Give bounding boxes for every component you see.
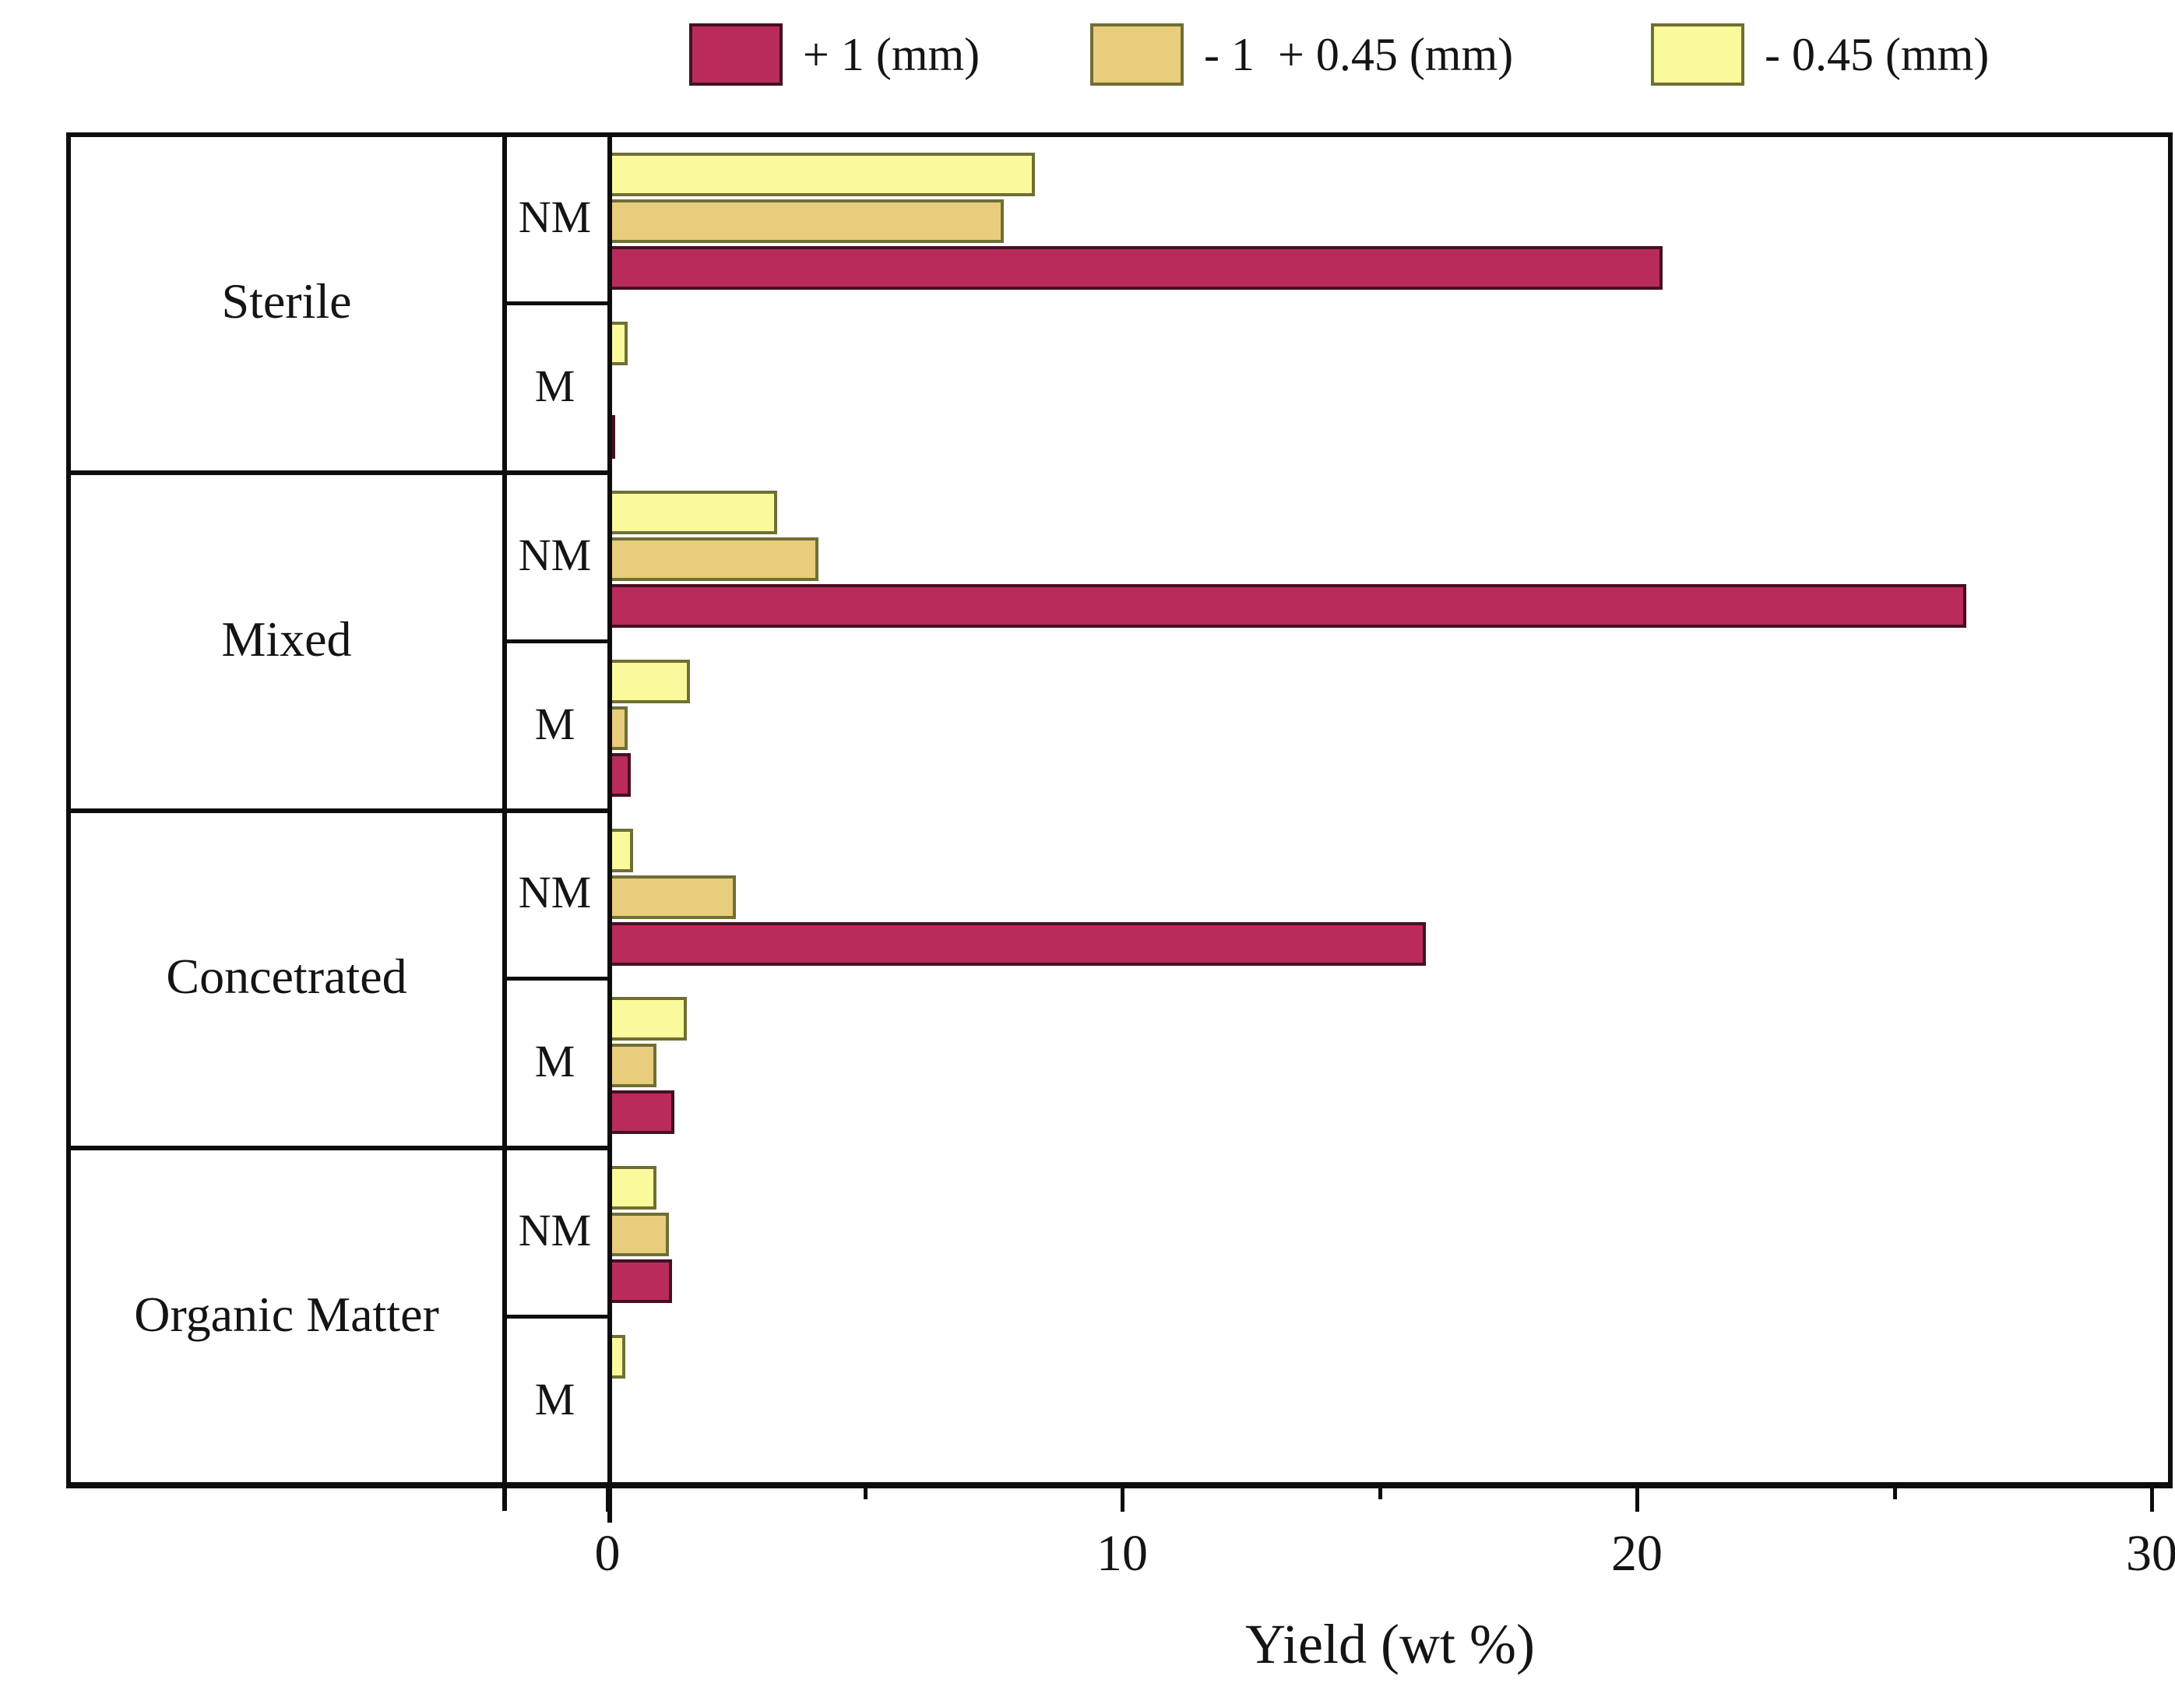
bar-mid [607,875,737,919]
x-major-tick [1635,1484,1639,1512]
x-minor-tick [863,1484,868,1499]
x-axis-title: Yield (wt %) [1245,1613,1535,1675]
bar-minus045 [607,1166,656,1210]
x-major-tick [1121,1484,1124,1512]
legend-swatch-plus1 [689,23,783,86]
nm-m-divider [502,639,607,643]
table-divider [502,132,507,1511]
category-divider [66,470,607,475]
x-tick-label: 20 [1611,1525,1663,1582]
bar-mid [607,199,1004,243]
subrow-label-m: M [534,698,575,749]
x-tick-label: 10 [1096,1525,1148,1582]
nm-m-divider [502,977,607,981]
nm-m-divider [502,301,607,305]
bar-plus1 [607,1259,672,1304]
x-tick-label: 0 [594,1525,621,1582]
legend-swatch-mid [1090,23,1184,86]
x-axis-line [66,1482,2173,1488]
bar-minus045 [607,997,688,1041]
subrow-label-nm: NM [518,529,592,580]
x-tick-label: 30 [2126,1525,2175,1582]
bar-plus1 [607,246,1663,290]
bar-mid [607,537,818,581]
bar-plus1 [607,1090,674,1135]
legend-item: + 1 (mm) [689,22,980,87]
subrow-label-m: M [534,1374,575,1425]
plot-right-frame [2168,132,2173,1484]
nm-m-divider [502,1315,607,1319]
category-label-sterile: Sterile [221,273,352,329]
bar-plus1 [607,583,1967,628]
category-label-mixed: Mixed [221,611,352,667]
x-major-tick [2150,1484,2154,1512]
category-label-concetrated: Concetrated [166,949,407,1005]
x-minor-tick [1892,1484,1897,1499]
legend-swatch-minus045 [1651,23,1744,86]
bar-plus1 [607,921,1426,966]
legend-label: + 1 (mm) [803,29,980,80]
category-label-organic-matter: Organic Matter [134,1287,439,1343]
bar-mid [607,1044,656,1088]
legend: + 1 (mm) - 1 + 0.45 (mm) - 0.45 (mm) [0,0,2175,101]
bar-minus045 [607,490,778,534]
subrow-label-nm: NM [518,1205,592,1256]
legend-item: - 1 + 0.45 (mm) [1090,22,1513,87]
bar-mid [607,1213,670,1257]
subrow-label-m: M [534,1036,575,1087]
subrow-label-nm: NM [518,191,592,242]
legend-label: - 0.45 (mm) [1765,29,1990,80]
category-divider [66,808,607,813]
category-divider [66,1146,607,1151]
x-minor-tick [1378,1484,1382,1499]
legend-label: - 1 + 0.45 (mm) [1204,29,1514,80]
frame-top [66,132,2173,137]
plot-left-frame [607,132,612,1523]
bar-minus045 [607,153,1035,196]
subrow-label-m: M [534,360,575,411]
legend-item: - 0.45 (mm) [1651,22,1989,87]
table-left-border [66,132,71,1484]
bar-minus045 [607,659,690,703]
subrow-label-nm: NM [518,867,592,918]
